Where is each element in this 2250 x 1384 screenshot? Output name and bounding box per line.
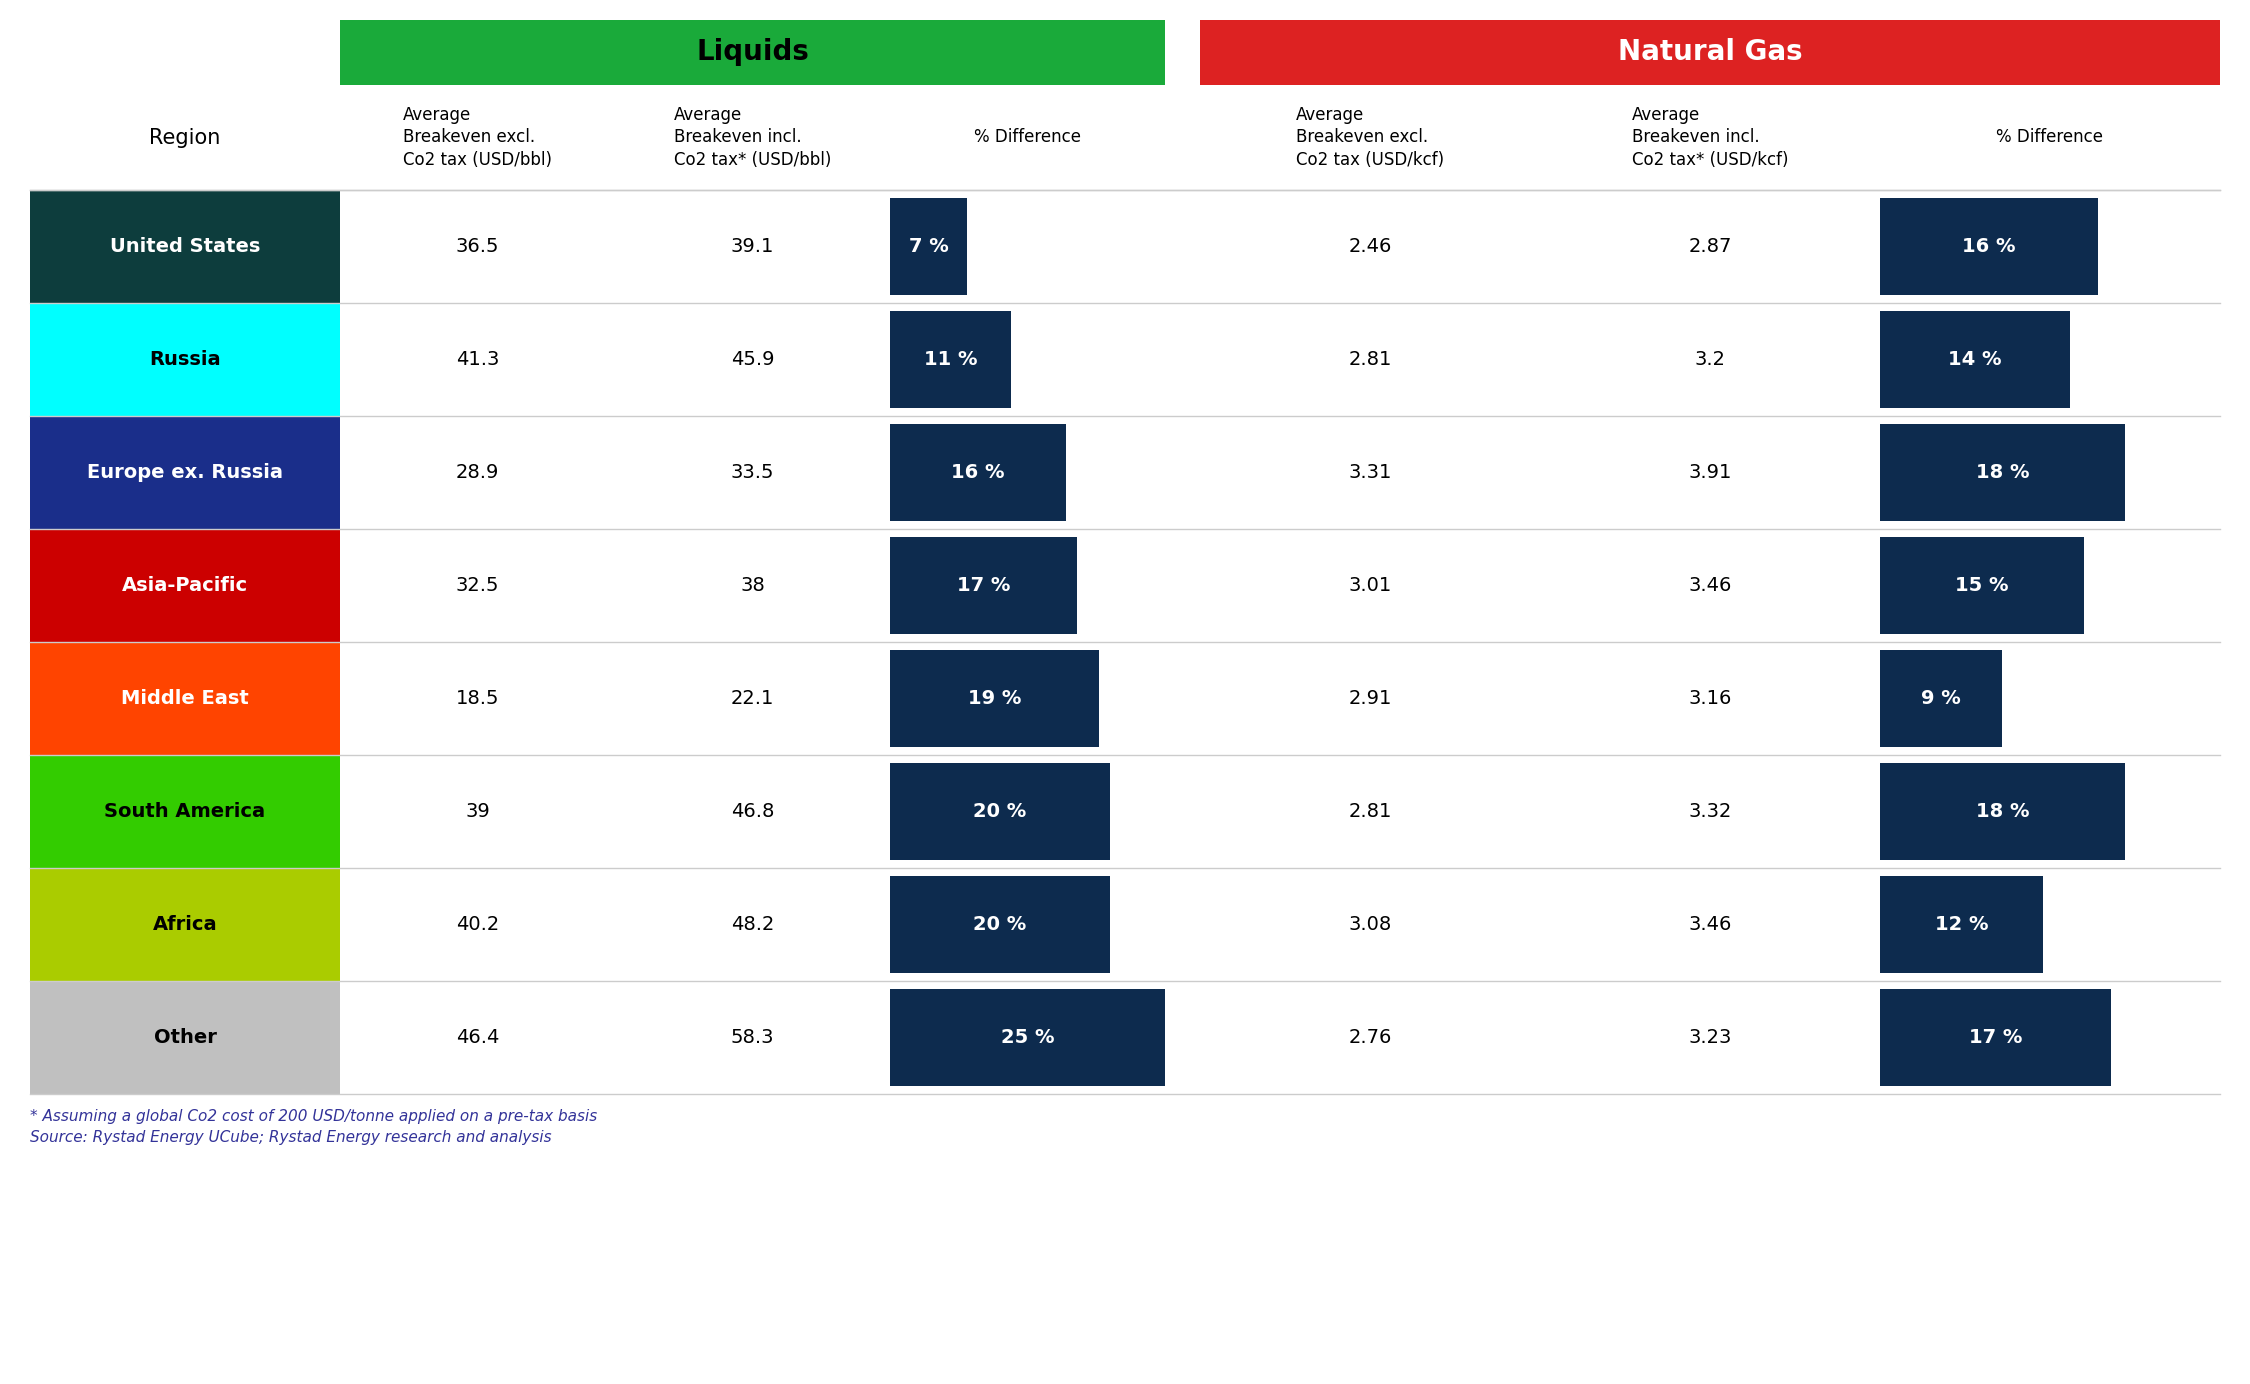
Text: 3.16: 3.16 (1688, 689, 1732, 709)
Text: South America: South America (104, 801, 266, 821)
Text: 40.2: 40.2 (457, 915, 500, 934)
Text: 20 %: 20 % (974, 915, 1026, 934)
FancyBboxPatch shape (29, 417, 340, 529)
FancyBboxPatch shape (1881, 424, 2124, 520)
Text: 58.3: 58.3 (731, 1028, 774, 1048)
Text: 18 %: 18 % (1976, 464, 2030, 482)
Text: 15 %: 15 % (1955, 576, 2009, 595)
Text: 9 %: 9 % (1922, 689, 1962, 709)
Text: 36.5: 36.5 (457, 237, 500, 256)
Text: 2.81: 2.81 (1348, 350, 1393, 370)
Text: Average
Breakeven excl.
Co2 tax (USD/kcf): Average Breakeven excl. Co2 tax (USD/kcf… (1296, 105, 1445, 169)
FancyBboxPatch shape (29, 642, 340, 756)
Text: 46.4: 46.4 (457, 1028, 500, 1048)
Text: 2.76: 2.76 (1348, 1028, 1393, 1048)
Text: Liquids: Liquids (695, 39, 810, 66)
Text: 18.5: 18.5 (457, 689, 500, 709)
Text: 41.3: 41.3 (457, 350, 500, 370)
FancyBboxPatch shape (340, 19, 1166, 84)
Text: 3.32: 3.32 (1688, 801, 1732, 821)
Text: 38: 38 (740, 576, 765, 595)
Text: 19 %: 19 % (968, 689, 1022, 709)
Text: 17 %: 17 % (956, 576, 1010, 595)
FancyBboxPatch shape (1881, 537, 2084, 634)
Text: 32.5: 32.5 (457, 576, 500, 595)
FancyBboxPatch shape (1881, 990, 2110, 1086)
FancyBboxPatch shape (891, 990, 1166, 1086)
FancyBboxPatch shape (1881, 763, 2124, 859)
Text: 22.1: 22.1 (731, 689, 774, 709)
FancyBboxPatch shape (1199, 19, 2221, 84)
Text: Average
Breakeven incl.
Co2 tax* (USD/bbl): Average Breakeven incl. Co2 tax* (USD/bb… (673, 105, 830, 169)
Text: Asia-Pacific: Asia-Pacific (122, 576, 248, 595)
Text: 39: 39 (466, 801, 490, 821)
Text: 3.91: 3.91 (1688, 464, 1732, 482)
FancyBboxPatch shape (891, 763, 1109, 859)
FancyBboxPatch shape (29, 756, 340, 868)
FancyBboxPatch shape (891, 311, 1010, 408)
Text: 2.87: 2.87 (1688, 237, 1732, 256)
Text: Russia: Russia (148, 350, 220, 370)
FancyBboxPatch shape (1881, 876, 2043, 973)
FancyBboxPatch shape (891, 876, 1109, 973)
Text: * Assuming a global Co2 cost of 200 USD/tonne applied on a pre-tax basis
Source:: * Assuming a global Co2 cost of 200 USD/… (29, 1109, 596, 1145)
Text: 2.81: 2.81 (1348, 801, 1393, 821)
Text: 11 %: 11 % (925, 350, 976, 370)
Text: 33.5: 33.5 (731, 464, 774, 482)
Text: 20 %: 20 % (974, 801, 1026, 821)
FancyBboxPatch shape (1881, 650, 2002, 747)
Text: 3.46: 3.46 (1688, 915, 1732, 934)
Text: 3.2: 3.2 (1694, 350, 1726, 370)
Text: 17 %: 17 % (1969, 1028, 2023, 1048)
Text: 16 %: 16 % (952, 464, 1006, 482)
Text: 39.1: 39.1 (731, 237, 774, 256)
Text: Africa: Africa (153, 915, 218, 934)
Text: Middle East: Middle East (122, 689, 250, 709)
FancyBboxPatch shape (29, 981, 340, 1093)
Text: 3.31: 3.31 (1348, 464, 1393, 482)
FancyBboxPatch shape (891, 537, 1078, 634)
Text: 3.23: 3.23 (1688, 1028, 1732, 1048)
Text: 18 %: 18 % (1976, 801, 2030, 821)
Text: 28.9: 28.9 (457, 464, 500, 482)
Text: 14 %: 14 % (1948, 350, 2002, 370)
Text: Average
Breakeven incl.
Co2 tax* (USD/kcf): Average Breakeven incl. Co2 tax* (USD/kc… (1631, 105, 1789, 169)
Text: 12 %: 12 % (1935, 915, 1989, 934)
Text: 45.9: 45.9 (731, 350, 774, 370)
FancyBboxPatch shape (1881, 311, 2070, 408)
Text: Region: Region (148, 127, 220, 148)
Text: 7 %: 7 % (909, 237, 950, 256)
Text: Other: Other (153, 1028, 216, 1048)
FancyBboxPatch shape (29, 529, 340, 642)
Text: Average
Breakeven excl.
Co2 tax (USD/bbl): Average Breakeven excl. Co2 tax (USD/bbl… (403, 105, 551, 169)
Text: Natural Gas: Natural Gas (1618, 39, 1802, 66)
Text: 46.8: 46.8 (731, 801, 774, 821)
Text: Europe ex. Russia: Europe ex. Russia (88, 464, 284, 482)
FancyBboxPatch shape (1881, 198, 2097, 295)
Text: 16 %: 16 % (1962, 237, 2016, 256)
Text: United States: United States (110, 237, 261, 256)
FancyBboxPatch shape (29, 190, 340, 303)
FancyBboxPatch shape (29, 303, 340, 417)
Text: 25 %: 25 % (1001, 1028, 1055, 1048)
FancyBboxPatch shape (891, 650, 1098, 747)
Text: 3.46: 3.46 (1688, 576, 1732, 595)
Text: 3.08: 3.08 (1348, 915, 1390, 934)
Text: 2.46: 2.46 (1348, 237, 1393, 256)
FancyBboxPatch shape (891, 198, 968, 295)
FancyBboxPatch shape (891, 424, 1066, 520)
Text: 3.01: 3.01 (1348, 576, 1390, 595)
Text: % Difference: % Difference (974, 129, 1080, 147)
Text: % Difference: % Difference (1996, 129, 2104, 147)
Text: 2.91: 2.91 (1348, 689, 1393, 709)
Text: 48.2: 48.2 (731, 915, 774, 934)
FancyBboxPatch shape (29, 868, 340, 981)
